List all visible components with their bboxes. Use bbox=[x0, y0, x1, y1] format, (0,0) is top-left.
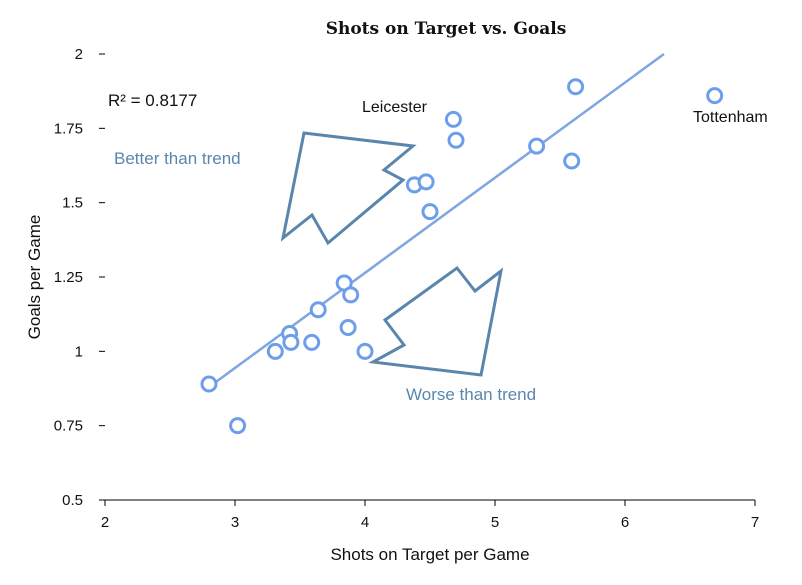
data-point bbox=[200, 375, 218, 393]
y-tick-label: 2 bbox=[75, 46, 83, 63]
x-tick-label: 2 bbox=[101, 514, 109, 531]
data-point bbox=[342, 286, 360, 304]
y-tick-label: 1.25 bbox=[54, 269, 83, 286]
tottenham-label: Tottenham bbox=[693, 109, 768, 126]
y-tick-label: 0.75 bbox=[54, 418, 83, 435]
data-point bbox=[567, 78, 585, 96]
data-point bbox=[356, 342, 374, 360]
leicester-label: Leicester bbox=[362, 99, 428, 116]
data-point bbox=[528, 137, 546, 155]
trendline bbox=[208, 52, 665, 389]
data-point bbox=[266, 342, 284, 360]
data-point bbox=[282, 333, 300, 351]
y-tick-label: 0.5 bbox=[62, 492, 83, 509]
chart-title: Shots on Target vs. Goals bbox=[326, 19, 567, 39]
x-tick-label: 3 bbox=[231, 514, 239, 531]
x-axis-ticks: 2 3 4 5 6 7 bbox=[101, 500, 759, 531]
data-point bbox=[421, 203, 439, 221]
y-tick-label: 1.75 bbox=[54, 120, 83, 137]
r-squared-label: R² = 0.8177 bbox=[108, 91, 197, 110]
data-point bbox=[417, 173, 435, 191]
data-point bbox=[706, 87, 724, 105]
data-point bbox=[229, 417, 247, 435]
data-point bbox=[444, 110, 462, 128]
y-tick-label: 1 bbox=[75, 343, 83, 360]
y-axis-ticks: 0.5 0.75 1 1.25 1.5 1.75 2 bbox=[54, 46, 105, 509]
worse-arrow bbox=[368, 265, 504, 377]
data-point bbox=[339, 319, 357, 337]
better-arrow bbox=[280, 131, 417, 246]
y-axis-title: Goals per Game bbox=[25, 215, 44, 340]
x-tick-label: 5 bbox=[491, 514, 499, 531]
x-axis-title: Shots on Target per Game bbox=[330, 545, 529, 564]
x-tick-label: 7 bbox=[751, 514, 759, 531]
data-point bbox=[303, 333, 321, 351]
y-tick-label: 1.5 bbox=[62, 195, 83, 212]
better-than-trend-label: Better than trend bbox=[114, 149, 241, 168]
x-tick-label: 4 bbox=[361, 514, 369, 531]
data-point bbox=[447, 131, 465, 149]
data-point bbox=[563, 152, 581, 170]
data-points bbox=[200, 78, 724, 435]
worse-than-trend-label: Worse than trend bbox=[406, 385, 536, 404]
data-point bbox=[309, 301, 327, 319]
x-tick-label: 6 bbox=[621, 514, 629, 531]
